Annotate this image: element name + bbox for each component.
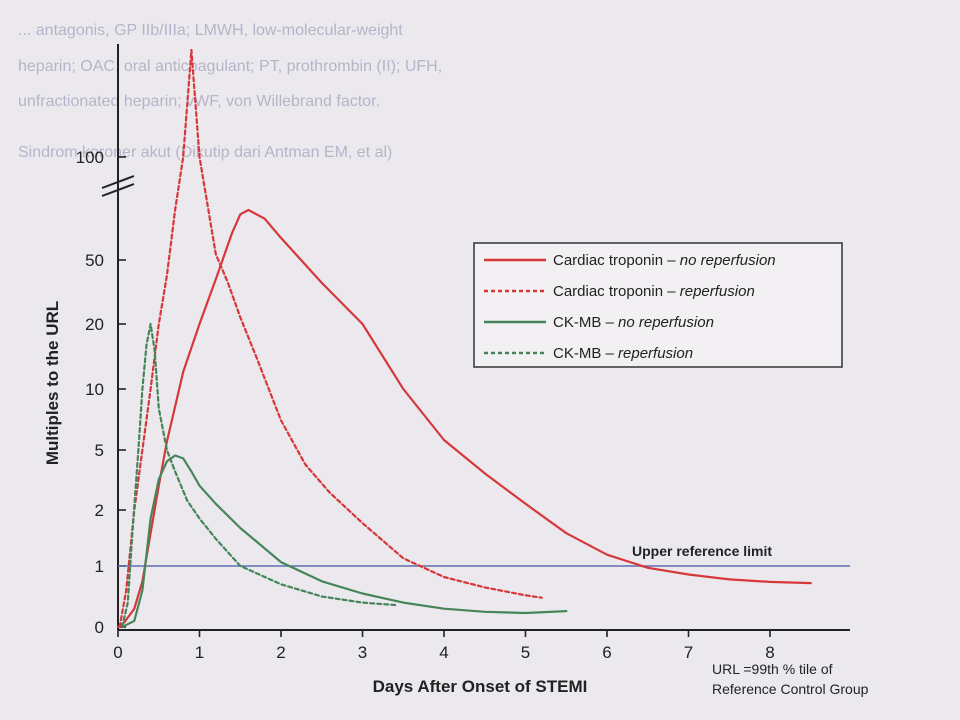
axis-break-mark (101, 175, 135, 197)
y-tick-label: 20 (85, 315, 104, 334)
x-axis-title: Days After Onset of STEMI (373, 677, 588, 696)
chart-axes (101, 44, 850, 631)
x-tick-label: 2 (276, 643, 285, 662)
x-tick-label: 3 (358, 643, 367, 662)
x-tick-label: 1 (195, 643, 204, 662)
x-tick-label: 8 (765, 643, 774, 662)
y-tick-label: 50 (85, 251, 104, 270)
y-axis-title: Multiples to the URL (43, 301, 62, 465)
background-text-line-4: Sindrom koroner akut (Dikutip dari Antma… (18, 144, 393, 161)
y-tick-label: 10 (85, 380, 104, 399)
x-tick-label: 0 (113, 643, 122, 662)
y-tick-label: 100 (76, 148, 104, 167)
reference-line-label: Upper reference limit (632, 543, 772, 559)
legend-label: Cardiac troponin – no reperfusion (553, 252, 776, 269)
background-text-line-2: heparin; OAC, oral anticoagulant; PT, pr… (18, 58, 443, 75)
legend-label: CK-MB – no reperfusion (553, 314, 714, 331)
series-layer (116, 48, 812, 629)
legend-items: Cardiac troponin – no reperfusion Cardiac… (484, 252, 776, 362)
x-tick-label: 4 (439, 643, 448, 662)
series-line-1 (116, 208, 812, 629)
url-note-line-1: URL =99th % tile of (712, 661, 833, 677)
series-line-4 (121, 322, 397, 629)
reference-line-group: Upper reference limit (118, 543, 850, 567)
y-tick-label: 5 (95, 441, 104, 460)
y-tick-label: 1 (95, 557, 104, 576)
x-tick-label: 7 (684, 643, 693, 662)
legend-label: CK-MB – reperfusion (553, 345, 693, 362)
background-text-line-1: ... antagonis, GP IIb/IIIa; LMWH, low-mo… (18, 22, 403, 39)
url-note-line-2: Reference Control Group (712, 681, 869, 697)
x-tick-label: 5 (521, 643, 530, 662)
legend-box (473, 242, 843, 368)
series-line-3 (121, 454, 568, 629)
y-tick-label: 0 (95, 618, 104, 637)
x-tick-group: 0 1 2 3 4 5 6 7 8 (113, 630, 775, 662)
series-line-2 (118, 48, 543, 629)
x-tick-label: 6 (602, 643, 611, 662)
legend-label: Cardiac troponin – reperfusion (553, 283, 755, 300)
legend: Cardiac troponin – no reperfusion Cardiac… (473, 242, 843, 368)
y-tick-label: 2 (95, 501, 104, 520)
background-text-line-3: unfractionated heparin; vWF, von Willebr… (18, 93, 380, 110)
